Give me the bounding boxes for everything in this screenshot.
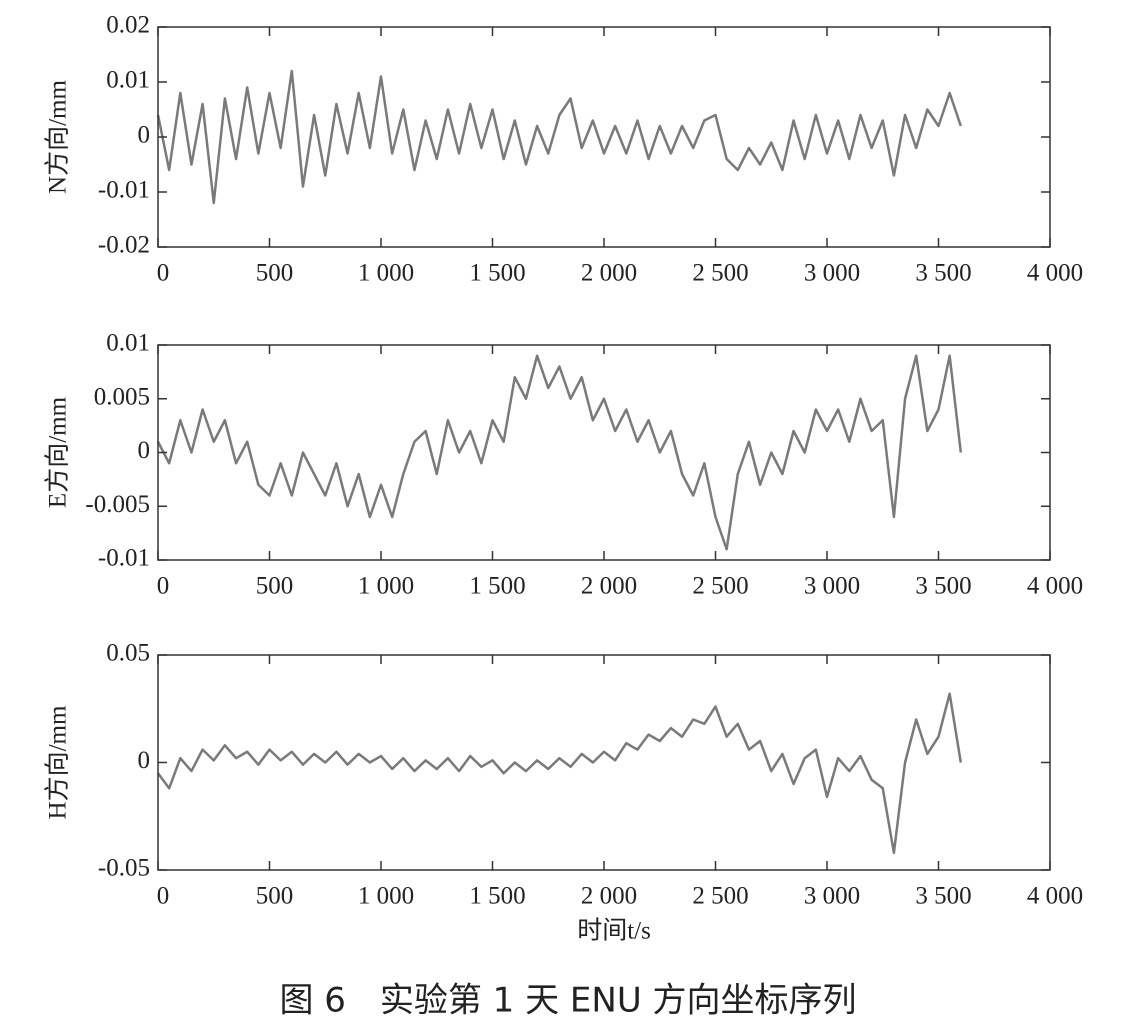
y-axis-label: E方向/mm bbox=[44, 396, 72, 508]
x-tick-label: 3 000 bbox=[804, 260, 860, 287]
x-tick-label: 1 500 bbox=[469, 260, 525, 287]
x-tick-label: 4 000 bbox=[1027, 883, 1083, 910]
y-tick-label: 0.01 bbox=[106, 67, 150, 94]
y-tick-label: 0.01 bbox=[106, 330, 150, 357]
x-tick-label: 4 000 bbox=[1027, 573, 1083, 600]
y-tick-label: 0.005 bbox=[94, 383, 150, 410]
y-tick-label: -0.01 bbox=[98, 177, 150, 204]
figure-caption: 图 6 实验第 1 天 ENU 方向坐标序列 bbox=[279, 981, 856, 1021]
x-tick-label: 500 bbox=[256, 260, 294, 287]
y-tick-label: 0 bbox=[138, 437, 151, 464]
x-axis-label: 时间t/s bbox=[577, 917, 651, 945]
x-tick-label: 1 000 bbox=[358, 883, 414, 910]
x-tick-label: 3 500 bbox=[915, 260, 971, 287]
data-line bbox=[156, 354, 963, 551]
x-tick-label: 2 000 bbox=[581, 260, 637, 287]
x-tick-label: 2 000 bbox=[581, 883, 637, 910]
x-tick-label: 1 500 bbox=[469, 573, 525, 600]
y-tick-label: 0.05 bbox=[106, 640, 150, 667]
x-tick-label: 3 000 bbox=[804, 573, 860, 600]
x-tick-label: 1 500 bbox=[469, 883, 525, 910]
x-tick-label: 2 500 bbox=[692, 260, 748, 287]
y-axis-label: N方向/mm bbox=[44, 80, 72, 194]
x-tick-label: 2 500 bbox=[692, 883, 748, 910]
y-tick-label: -0.02 bbox=[98, 232, 150, 259]
data-line bbox=[156, 692, 963, 855]
x-tick-label: 0 bbox=[157, 260, 170, 287]
x-tick-label: 3 500 bbox=[915, 573, 971, 600]
axes-box bbox=[157, 26, 1051, 248]
y-tick-label: 0.02 bbox=[106, 12, 150, 39]
x-tick-label: 0 bbox=[157, 883, 170, 910]
axes-box bbox=[157, 654, 1051, 871]
y-tick-label: -0.05 bbox=[98, 855, 150, 882]
x-tick-label: 1 000 bbox=[358, 573, 414, 600]
y-tick-label: -0.01 bbox=[98, 545, 150, 572]
axes-box bbox=[157, 344, 1051, 561]
x-tick-label: 2 500 bbox=[692, 573, 748, 600]
x-tick-label: 1 000 bbox=[358, 260, 414, 287]
x-tick-label: 3 000 bbox=[804, 883, 860, 910]
x-tick-label: 3 500 bbox=[915, 883, 971, 910]
data-line bbox=[156, 69, 962, 205]
x-tick-label: 2 000 bbox=[581, 573, 637, 600]
x-tick-label: 500 bbox=[256, 883, 294, 910]
x-tick-label: 4 000 bbox=[1027, 260, 1083, 287]
y-tick-label: -0.005 bbox=[85, 491, 150, 518]
y-tick-label: 0 bbox=[138, 747, 151, 774]
y-tick-label: 0 bbox=[138, 122, 151, 149]
y-axis-label: H方向/mm bbox=[44, 705, 72, 819]
x-tick-label: 500 bbox=[256, 573, 294, 600]
x-tick-label: 0 bbox=[157, 573, 170, 600]
